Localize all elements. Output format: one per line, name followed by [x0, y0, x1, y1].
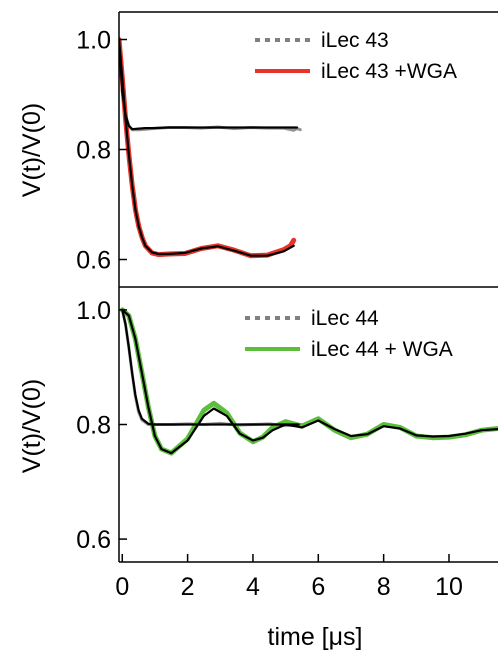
- y-tick-label: 0.8: [76, 137, 111, 165]
- bottom-y-axis-title: V(t)/V(0): [18, 379, 46, 473]
- series-ilec-43: [119, 38, 302, 132]
- legend-label-ilec-43-wga: iLec 43 +WGA: [321, 60, 457, 83]
- series-ilec-44-wga: [119, 307, 498, 456]
- bottom-panel: 0.6 0.8 1.0 0 2 4 6 8 10 V(t)/V(0) time [μs] iL…: [18, 287, 498, 651]
- legend-label-ilec-43: iLec 43: [321, 29, 389, 52]
- x-tick-label: 10: [435, 573, 463, 601]
- x-tick-label: 2: [181, 573, 195, 601]
- y-tick-label: 0.8: [76, 412, 111, 440]
- series-fit-ilec-43: [119, 38, 299, 131]
- top-legend: iLec 43 iLec 43 +WGA: [255, 29, 457, 83]
- series-fit-ilec-43-wga: [119, 38, 295, 257]
- y-tick-label: 0.6: [76, 526, 111, 554]
- legend-label-ilec-44: iLec 44: [311, 307, 379, 330]
- x-tick-label: 4: [246, 573, 260, 601]
- top-y-axis-title: V(t)/V(0): [18, 103, 46, 197]
- top-y-ticks: 0.6 0.8 1.0: [76, 27, 127, 275]
- y-tick-label: 0.6: [76, 247, 111, 275]
- x-axis-title: time [μs]: [268, 623, 363, 651]
- top-panel: 0.6 0.8 1.0 V(t)/V(0) iLec 43 iLec 43 +WGA: [18, 11, 498, 287]
- bottom-y-ticks: 0.6 0.8 1.0: [76, 297, 127, 554]
- x-tick-label: 0: [115, 573, 129, 601]
- y-tick-label: 1.0: [76, 297, 111, 325]
- series-fit-ilec-44-wga: [121, 308, 498, 455]
- bottom-legend: iLec 44 iLec 44 + WGA: [245, 307, 453, 361]
- top-plot-area: [119, 37, 302, 259]
- bottom-x-ticks: 0 2 4 6 8 10: [115, 554, 463, 601]
- x-tick-label: 8: [377, 573, 391, 601]
- bottom-plot-area: [119, 307, 498, 456]
- series-fit-ilec-44: [121, 308, 300, 426]
- legend-label-ilec-44-wga: iLec 44 + WGA: [311, 338, 453, 361]
- y-tick-label: 1.0: [76, 27, 111, 55]
- x-tick-label: 6: [311, 573, 325, 601]
